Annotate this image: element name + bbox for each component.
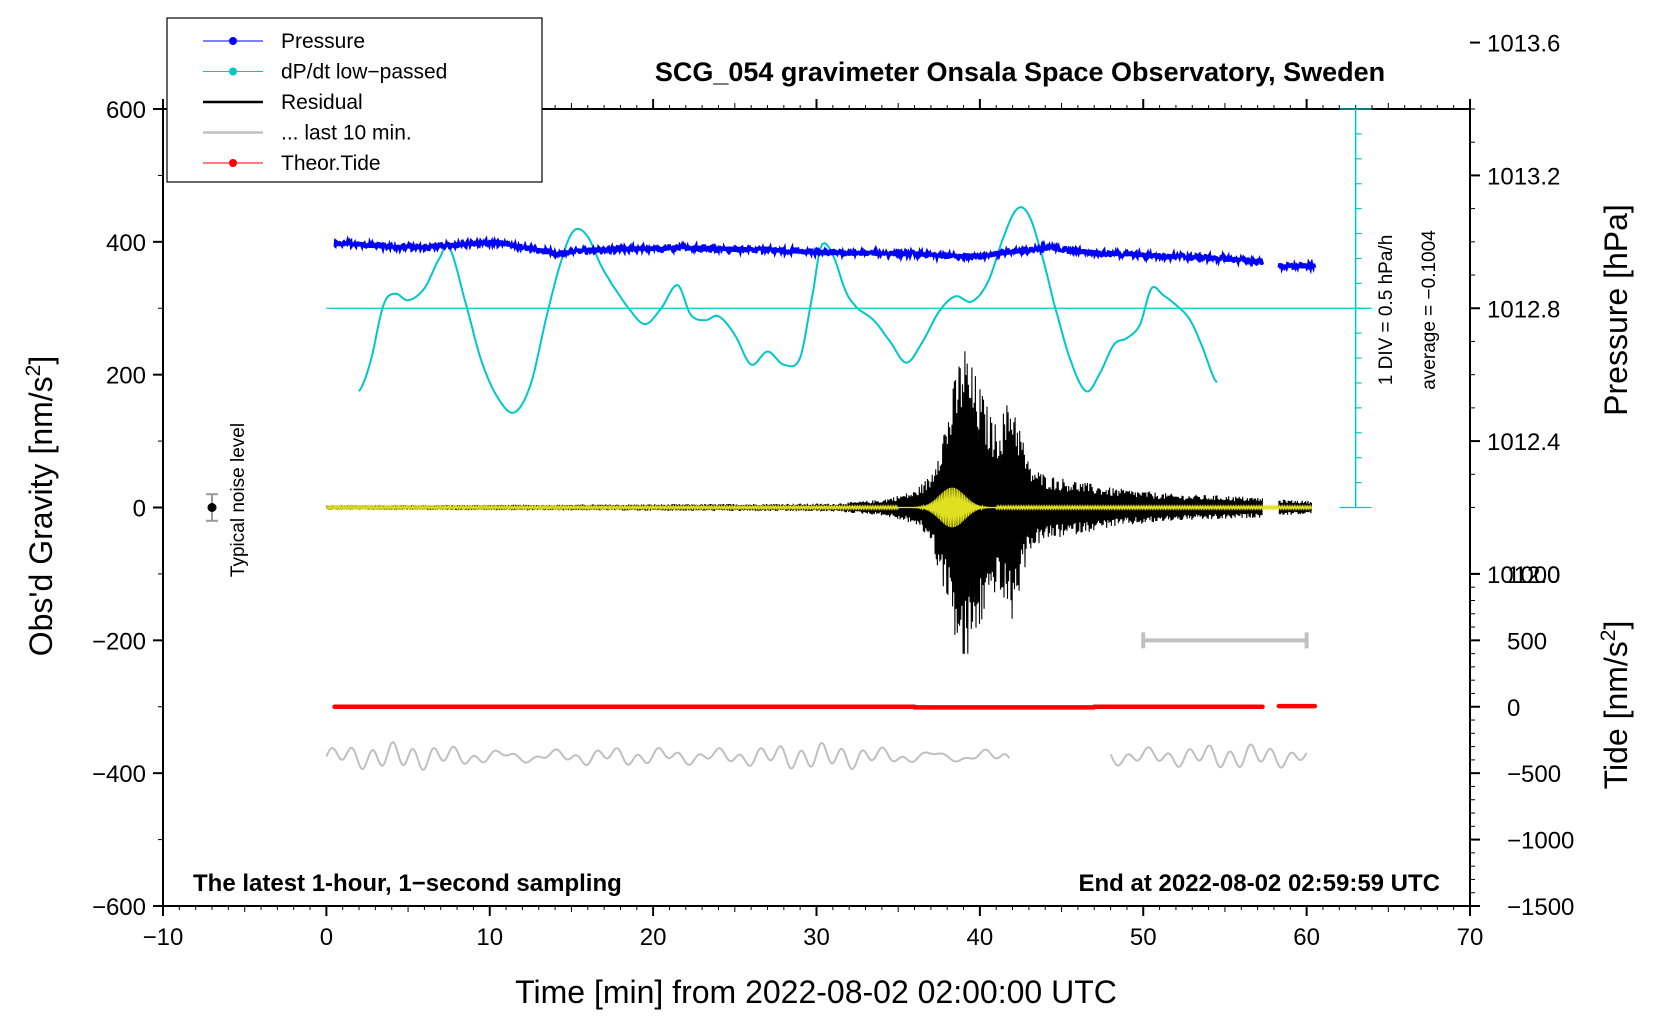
legend-label: Theor.Tide [281, 152, 381, 175]
annotation-bottom-right: End at 2022-08-02 02:59:59 UTC [1079, 870, 1441, 897]
y-tick-label: 0 [133, 496, 146, 523]
x-axis-label: Time [min] from 2022-08-02 02:00:00 UTC [515, 974, 1117, 1010]
tide-tick-label: −500 [1507, 761, 1561, 788]
average-label: average = −0.1004 [1419, 230, 1440, 390]
x-tick-label: 70 [1457, 924, 1484, 951]
x-axis-ticks: −10 0 10 20 30 40 50 60 70 [143, 99, 1484, 951]
pressure-tick-label: 1012.4 [1487, 429, 1560, 456]
tide-tick-label: 500 [1507, 628, 1547, 655]
residual-smoothed-trace [325, 487, 1313, 528]
tide-tick-label: −1500 [1507, 894, 1574, 921]
pressure-tick-label: 1012.8 [1487, 296, 1560, 323]
legend-label: ... last 10 min. [281, 122, 412, 145]
y-tick-label: 200 [106, 363, 146, 390]
dpdt-trace [358, 206, 1218, 414]
dpdt-scale [326, 108, 1372, 509]
tide-tick-label: −1000 [1507, 828, 1574, 855]
chart-title: SCG_054 gravimeter Onsala Space Observat… [655, 57, 1385, 87]
x-tick-label: 60 [1293, 924, 1320, 951]
legend-box [166, 17, 543, 183]
legend-marker [229, 67, 237, 76]
pressure-axis-ticks: 1013.6 1013.2 1012.8 1012.4 1012.0 [1470, 31, 1560, 589]
legend: Pressure dP/dt low−passed Residual ... last… [166, 17, 543, 183]
x-tick-label: 10 [476, 924, 503, 951]
tide-tick-label: 0 [1507, 695, 1520, 722]
pressure-trace-segment [333, 235, 1265, 268]
x-tick-label: −10 [143, 924, 184, 951]
last10-trace-segment [325, 741, 1011, 771]
pressure-tick-label: 1013.2 [1487, 163, 1560, 190]
noise-level-label: Typical noise level [228, 423, 249, 577]
last10-trace-segment [1109, 743, 1308, 769]
div-label: 1 DIV = 0.5 hPa/h [1376, 235, 1397, 386]
y-tick-label: −200 [92, 628, 146, 655]
y-tick-label: 600 [106, 97, 146, 124]
y-axis-label-pressure: Pressure [hPa] [1598, 204, 1634, 416]
y-axis-ticks: 600 400 200 0 −200 −400 −600 [92, 97, 163, 921]
pressure-trace-segment [1277, 258, 1317, 275]
tide-axis-ticks: 1000 500 0 −500 −1000 −1500 [1470, 562, 1574, 921]
x-tick-label: 50 [1130, 924, 1157, 951]
annotations-layer [206, 493, 1309, 649]
pressure-tick-label: 1013.6 [1487, 31, 1560, 58]
pressure-tick-label: 1012.0 [1487, 562, 1560, 589]
y-tick-label: −600 [92, 894, 146, 921]
x-tick-label: 20 [640, 924, 667, 951]
legend-label: dP/dt low−passed [281, 61, 447, 84]
y-axis-label-gravity: Obs'd Gravity [nm/s2] [22, 356, 59, 657]
x-tick-label: 0 [320, 924, 333, 951]
legend-label: Residual [281, 91, 363, 114]
annotation-bottom-left: The latest 1-hour, 1−second sampling [193, 870, 622, 897]
x-tick-label: 40 [967, 924, 994, 951]
legend-marker [229, 37, 237, 45]
noise-point [207, 503, 217, 512]
series-layer [325, 206, 1318, 771]
y-axis-label-tide: Tide [nm/s2] [1597, 621, 1634, 790]
legend-marker [229, 159, 237, 167]
legend-label: Pressure [281, 30, 365, 53]
y-tick-label: 400 [106, 230, 146, 257]
y-tick-label: −400 [92, 761, 146, 788]
tide-tick-label: 1000 [1507, 562, 1560, 589]
x-tick-label: 30 [803, 924, 830, 951]
